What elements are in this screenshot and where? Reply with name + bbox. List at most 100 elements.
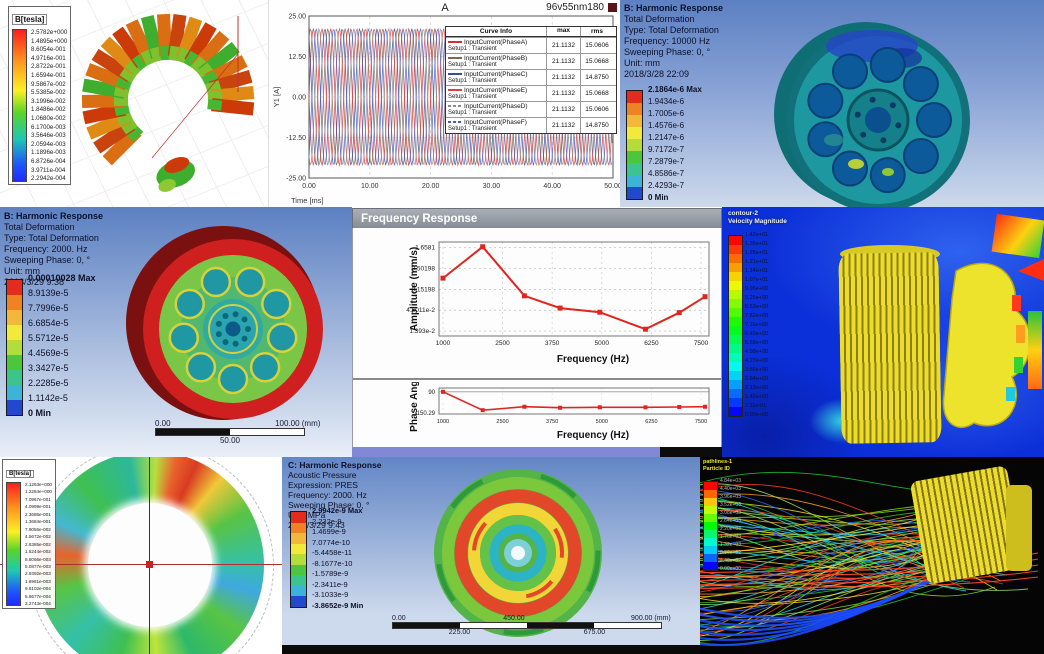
current-waveform-panel[interactable]: A 96v55nm180 25.00 12.50 0.00 -12.50 -25.00 0… [268, 0, 621, 207]
legend-value: 0 Min [648, 193, 669, 203]
legend-value: 3.3427e-5 [28, 363, 69, 374]
contour-patch [1028, 311, 1042, 389]
legend-value: 5.69e+00 [745, 339, 769, 346]
legend-value: 1.4576e-6 [648, 121, 685, 131]
legend-value: 3.1996e-002 [31, 97, 66, 105]
curve-info-row: InputCurrent(PhaseD) Setup1 : Transient 21… [446, 101, 616, 117]
svg-text:Time [ms]: Time [ms] [291, 196, 324, 205]
info-line: 2018/3/29 9:43 [288, 520, 345, 530]
info-line: Sweeping Phase: 0, ° [624, 47, 711, 57]
window-titlebar[interactable]: Frequency Response [352, 208, 722, 228]
ruler-bar [392, 622, 662, 629]
curve-info-table: Curve Info max rms InputCurrent(PhaseA) Setu… [445, 26, 617, 134]
legend-values: 2.1263e+000 1.2284e+000 7.0967e-001 4.0999e… [25, 482, 52, 606]
axis-horizontal [0, 564, 282, 565]
contour-variable: Velocity Magnitude [728, 218, 787, 225]
pathlines-name: pathlines-1 [703, 459, 733, 465]
legend-value: 7.9056e-002 [25, 526, 51, 532]
legend-value: 4.98e+00 [745, 348, 769, 355]
svg-text:25.00: 25.00 [288, 14, 306, 21]
legend-value: -1.5789e-9 [312, 569, 349, 579]
svg-text:3750: 3750 [546, 419, 558, 425]
legend-value: 4.40e+02 [720, 558, 741, 564]
window-bottom-strip [352, 447, 722, 457]
svg-text:-12.50: -12.50 [286, 135, 306, 142]
legend-value: 1.2284e+000 [25, 489, 52, 495]
harmonic-2000-viewport[interactable]: B: Harmonic Response Total Deformation Typ… [0, 207, 352, 457]
curve-color-swatch [448, 57, 462, 60]
curve-info-row: InputCurrent(PhaseC) Setup1 : Transient 21… [446, 69, 616, 85]
legend-value: 9.96e+00 [745, 285, 769, 292]
legend-value: 2.1864e-6 Max [648, 85, 702, 95]
legend-value: 1.8486e-002 [31, 106, 66, 114]
info-line: Expression: PRES [288, 480, 358, 490]
contour-name: contour-2 [728, 210, 758, 217]
legend-value: 1.28e+01 [745, 249, 769, 256]
svg-text:6250: 6250 [645, 419, 657, 425]
info-line: Type: Total Deformation [4, 233, 99, 243]
acoustic-pressure-viewport[interactable]: C: Harmonic Response Acoustic Pressure Exp… [282, 457, 700, 654]
legend-value: 6.8726e-004 [31, 157, 66, 165]
legend-value: 1.2147e-6 [648, 133, 685, 143]
scale-ruler: 0.00 450.00 900.00 (mm) 225.00 675.00 [392, 615, 671, 636]
table-header: max [547, 27, 581, 36]
info-line: Acoustic Pressure [288, 470, 357, 480]
svg-text:1.6581: 1.6581 [415, 245, 435, 252]
legend-value: 2.3686e-001 [25, 511, 51, 517]
legend-value: 8.80e+02 [720, 550, 741, 556]
legend-value: 4.0999e-001 [25, 504, 51, 510]
legend-value: 1.42e+00 [745, 393, 769, 400]
info-line: 2018/3/29 9:38 [4, 277, 65, 287]
deformation-legend: 0.00010028 Max 8.9139e-5 7.7996e-5 6.6854e-… [4, 273, 134, 420]
legend-value: 1.9434e-6 [648, 97, 685, 107]
maxwell-rotor-viewport[interactable]: B[tesla] 2.1263e+000 1.2284e+000 7.0967e-0… [0, 457, 282, 654]
legend-value: 1.76e+03 [720, 534, 741, 540]
svg-text:5000: 5000 [596, 419, 608, 425]
svg-text:20.00: 20.00 [422, 183, 440, 190]
scale-mid: 50.00 [219, 436, 241, 445]
pathlines-viewport[interactable]: pathlines-1 Particle ID 4.84e+03 4.40e+03… [700, 457, 1044, 654]
legend-value: 9.5867e-002 [31, 80, 66, 88]
legend-value: 4.5672e-002 [25, 534, 51, 540]
maxwell-torus-viewport[interactable]: B[tesla] 2.5782e+000 1.4895e+000 8.6054e-0… [0, 0, 268, 207]
legend-value: 2.0594e-003 [31, 140, 66, 148]
svg-text:3750: 3750 [545, 340, 560, 347]
svg-text:10.00: 10.00 [361, 183, 379, 190]
legend-value: 8.9139e-5 [28, 288, 69, 299]
design-badge: 96v55nm180 [546, 2, 617, 13]
harmonic-10000-viewport[interactable]: B: Harmonic Response Total Deformation Typ… [620, 0, 1044, 207]
legend-value: 8.6054e-001 [31, 46, 66, 54]
curve-info-row: InputCurrent(PhaseA) Setup1 : Transient 21… [446, 37, 616, 53]
legend-value: 0.00e+00 [720, 566, 741, 572]
shadow-strip [660, 447, 722, 457]
frequency-response-window: Frequency Response 1.6581 0.50198 0.15198 4… [352, 208, 722, 457]
svg-text:Frequency (Hz): Frequency (Hz) [557, 354, 629, 365]
svg-text:12.50: 12.50 [288, 54, 306, 61]
info-line: Type: Total Deformation [624, 25, 719, 35]
b-field-legend: B[tesla] 2.1263e+000 1.2284e+000 7.0967e-0… [2, 459, 56, 610]
colorbar [626, 90, 643, 200]
svg-text:Y1 [A]: Y1 [A] [272, 87, 281, 107]
legend-value: 1.07e+01 [745, 276, 769, 283]
legend-value: 1.21e+01 [745, 258, 769, 265]
gear-side-face [1006, 485, 1032, 571]
cfd-velocity-viewport[interactable]: contour-2 Velocity Magnitude 1.42e+01 1.3… [722, 207, 1044, 457]
legend-value: 9.7172e-7 [648, 145, 685, 155]
colorbar [290, 511, 307, 608]
legend-value: 4.4569e-5 [28, 348, 69, 359]
legend-value: 2.9392e-003 [25, 571, 51, 577]
scale-max: 900.00 (mm) [631, 615, 671, 622]
legend-value: 4.9716e-001 [31, 54, 66, 62]
svg-text:7500: 7500 [694, 340, 709, 347]
legend-value: 1.1142e-5 [28, 393, 68, 404]
legend-value: 2.64e+03 [720, 518, 741, 524]
svg-text:7500: 7500 [695, 419, 707, 425]
legend-values: 2.5782e+000 1.4895e+000 8.6054e-001 4.9716e… [31, 29, 67, 182]
info-line: Unit: mm [4, 266, 40, 276]
legend-title: B[tesla] [12, 14, 48, 25]
ruler-bar [155, 428, 305, 436]
torus-render [81, 13, 255, 192]
legend-value: 1.1896e-003 [31, 149, 66, 157]
svg-text:0.00: 0.00 [302, 183, 316, 190]
info-line: Unit: mm [624, 58, 660, 68]
